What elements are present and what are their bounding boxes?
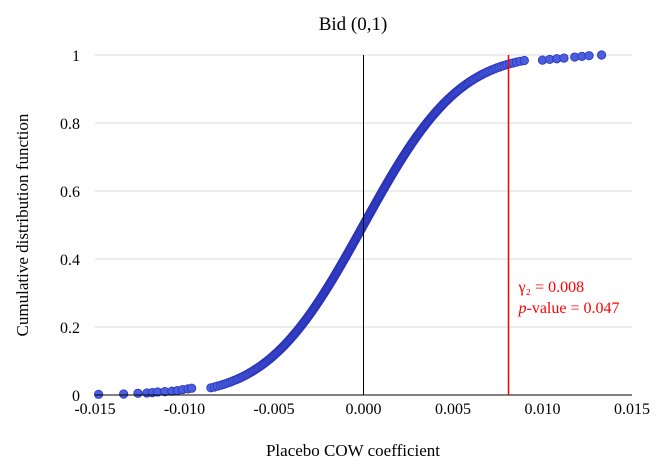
x-tick-label-5: 0.010 <box>525 401 561 418</box>
data-point-1 <box>119 389 129 399</box>
y-tick-label-5: 1 <box>72 48 80 65</box>
x-tick-label-6: 0.015 <box>614 401 650 418</box>
y-tick-label-4: 0.8 <box>60 116 80 133</box>
y-tick-labels: 0 0.2 0.4 0.6 0.8 1 <box>60 48 80 405</box>
chart-title: Bid (0,1) <box>319 14 388 35</box>
y-tick-label-2: 0.4 <box>60 252 80 269</box>
x-tick-label-0: -0.015 <box>74 401 115 418</box>
data-point-419 <box>596 50 607 60</box>
axes <box>95 55 632 396</box>
pvalue-italic-p: p <box>517 300 526 317</box>
pvalue-annotation: p-value = 0.047 <box>517 300 619 317</box>
y-tick-label-0: 0 <box>72 388 80 405</box>
y-tick-label-1: 0.2 <box>60 320 80 337</box>
data-point-415 <box>559 53 569 63</box>
data-point-11 <box>187 383 197 393</box>
y-axis-label: Cumulative distribution function <box>13 113 32 336</box>
x-tick-label-3: 0.000 <box>346 401 382 418</box>
x-tick-labels: -0.015 -0.010 -0.005 0.000 0.005 0.010 0.015 <box>74 401 650 418</box>
x-tick-label-1: -0.010 <box>164 401 205 418</box>
x-axis-label: Placebo COW coefficient <box>266 441 440 460</box>
gamma-annotation: γ₂ = 0.008 <box>517 279 584 296</box>
pvalue-rest: -value = 0.047 <box>526 300 619 317</box>
data-point-0 <box>93 389 104 399</box>
data-points <box>93 50 607 399</box>
data-point-411 <box>519 55 529 66</box>
x-tick-label-4: 0.005 <box>435 401 471 418</box>
y-tick-label-3: 0.6 <box>60 184 80 201</box>
x-tick-label-2: -0.005 <box>253 401 294 418</box>
data-point-418 <box>584 51 594 61</box>
data-point-2 <box>133 388 143 398</box>
